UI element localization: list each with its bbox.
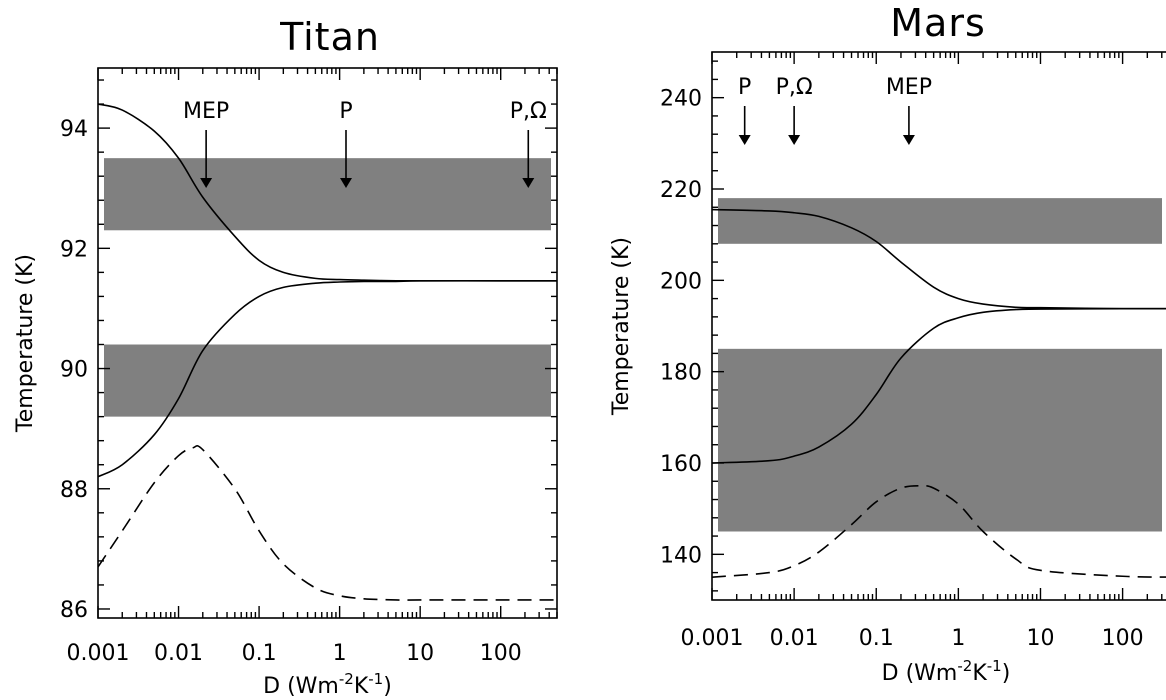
mars-annotation-label: P,Ω [776,75,813,100]
titan-annotation-arrowhead [200,178,213,188]
titan-title: Titan [279,15,380,59]
mars-y-tick-label: 180 [660,361,702,386]
mars-annotation-label: MEP [886,75,932,100]
titan-y-tick-label: 86 [60,598,88,623]
titan-plot-frame [97,67,558,619]
mars-y-tick-label: 200 [660,269,702,294]
mars-y-tick-label: 140 [660,543,702,568]
titan-series-2-line [98,279,557,478]
mars-x-tick-label: 100 [1102,626,1144,651]
titan-annotation-arrowhead [522,178,535,188]
titan-x-tick-label: 0.001 [67,641,130,666]
titan-x-tick-label: 1 [333,641,347,666]
titan-x-tick-label: 0.01 [154,641,203,666]
mars-y-tick-label: 160 [660,452,702,477]
mars-annotation-arrowhead [902,135,915,145]
mars-x-tick-label: 10 [1026,626,1054,651]
titan-x-tick-label: 100 [480,641,522,666]
titan-panel: Titan 0.001 0.01 0.1 1 10 100 86 88 90 92 94 Tempera… [13,15,558,699]
titan-observed-band-2 [104,344,551,417]
mars-x-tick-label: 1 [951,626,965,651]
titan-x-axis-label: D (Wm-2K-1) [263,670,392,699]
mars-x-tick-label: 0.1 [859,626,894,651]
mars-y-tick-label: 220 [660,178,702,203]
mars-y-tick-label: 240 [660,87,702,112]
mars-series-1-line [712,208,1166,310]
mars-y-axis-label: Temperature (K) [609,237,634,416]
mars-observed-band-2 [718,348,1162,532]
titan-annotation-label: P [339,99,352,124]
titan-y-axis-label: Temperature (K) [13,254,38,433]
mars-series-3-dashed-line [712,484,1166,578]
mars-annotation-arrowhead [788,135,801,145]
titan-annotation-arrowhead [339,178,352,188]
titan-x-tick-label: 0.1 [242,641,277,666]
mars-x-tick-label: 0.001 [681,626,744,651]
mars-annotation-label: P [738,75,751,100]
mars-x-axis-label: D (Wm-2K-1) [882,657,1011,686]
titan-y-tick-label: 94 [60,117,88,142]
titan-annotation-label: P,Ω [510,99,547,124]
titan-y-tick-label: 88 [60,478,88,503]
titan-series-3-dashed-line [98,445,557,601]
mars-title: Mars [890,1,986,45]
mars-series-2-line [712,307,1166,464]
titan-observed-band-1 [104,158,551,231]
mars-annotation-arrowhead [738,135,751,145]
titan-y-tick-label: 90 [60,358,88,383]
mars-x-tick-label: 0.01 [770,626,819,651]
mars-panel: Mars 0.001 0.01 0.1 1 10 100 140 160 180 200 220 240… [609,1,1166,686]
titan-x-tick-label: 10 [406,641,434,666]
titan-annotation-label: MEP [183,99,229,124]
mars-observed-band-1 [718,198,1162,244]
titan-y-tick-label: 92 [60,237,88,262]
